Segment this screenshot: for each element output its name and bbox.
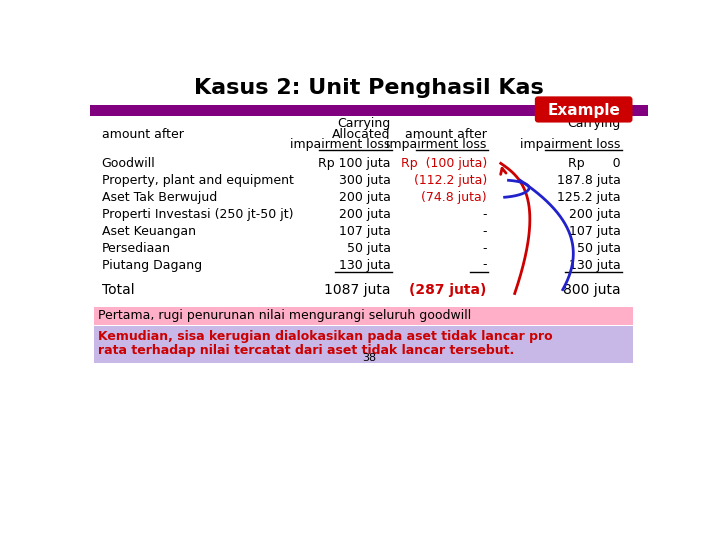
- Text: Property, plant and equipment: Property, plant and equipment: [102, 174, 294, 187]
- Text: Allocated: Allocated: [332, 127, 391, 140]
- Text: -: -: [482, 241, 487, 254]
- Text: 300 juta: 300 juta: [339, 174, 391, 187]
- Text: Goodwill: Goodwill: [102, 157, 156, 170]
- Text: 200 juta: 200 juta: [339, 191, 391, 204]
- Text: Kasus 2: Unit Penghasil Kas: Kasus 2: Unit Penghasil Kas: [194, 78, 544, 98]
- Bar: [90, 105, 648, 116]
- Text: Aset Tak Berwujud: Aset Tak Berwujud: [102, 191, 217, 204]
- Text: Carrying: Carrying: [338, 117, 391, 130]
- Text: 200 juta: 200 juta: [339, 208, 391, 221]
- Text: 187.8 juta: 187.8 juta: [557, 174, 621, 187]
- Text: Carrying: Carrying: [567, 117, 621, 130]
- Text: impairment loss: impairment loss: [290, 138, 391, 151]
- Text: 1087 juta: 1087 juta: [324, 282, 391, 296]
- Text: impairment loss: impairment loss: [521, 138, 621, 151]
- Text: (287 juta): (287 juta): [410, 282, 487, 296]
- Text: Total: Total: [102, 282, 134, 296]
- Text: -: -: [482, 208, 487, 221]
- Text: 800 juta: 800 juta: [563, 282, 621, 296]
- Text: Kemudian, sisa kerugian dialokasikan pada aset tidak lancar pro: Kemudian, sisa kerugian dialokasikan pad…: [98, 330, 552, 343]
- Text: 130 juta: 130 juta: [569, 259, 621, 272]
- FancyBboxPatch shape: [535, 96, 632, 123]
- Bar: [94, 326, 632, 363]
- Text: 50 juta: 50 juta: [347, 241, 391, 254]
- Text: Example: Example: [547, 103, 620, 118]
- Text: -: -: [482, 225, 487, 238]
- Text: 50 juta: 50 juta: [577, 241, 621, 254]
- Text: Rp 100 juta: Rp 100 juta: [318, 157, 391, 170]
- Text: Aset Keuangan: Aset Keuangan: [102, 225, 196, 238]
- Text: (74.8 juta): (74.8 juta): [421, 191, 487, 204]
- Text: 38: 38: [362, 353, 376, 363]
- Text: impairment loss: impairment loss: [387, 138, 487, 151]
- Text: (112.2 juta): (112.2 juta): [413, 174, 487, 187]
- Text: amount after: amount after: [102, 127, 184, 140]
- Text: -: -: [482, 259, 487, 272]
- Text: Persediaan: Persediaan: [102, 241, 171, 254]
- Text: Pertama, rugi penurunan nilai mengurangi seluruh goodwill: Pertama, rugi penurunan nilai mengurangi…: [98, 309, 471, 322]
- Text: 107 juta: 107 juta: [569, 225, 621, 238]
- Text: Rp       0: Rp 0: [568, 157, 621, 170]
- Text: 125.2 juta: 125.2 juta: [557, 191, 621, 204]
- Text: Piutang Dagang: Piutang Dagang: [102, 259, 202, 272]
- Text: 200 juta: 200 juta: [569, 208, 621, 221]
- Text: 107 juta: 107 juta: [339, 225, 391, 238]
- Text: rata terhadap nilai tercatat dari aset tidak lancar tersebut.: rata terhadap nilai tercatat dari aset t…: [98, 344, 514, 357]
- Text: amount after: amount after: [405, 127, 487, 140]
- Text: Properti Investasi (250 jt-50 jt): Properti Investasi (250 jt-50 jt): [102, 208, 293, 221]
- Bar: [94, 307, 632, 325]
- Text: 130 juta: 130 juta: [339, 259, 391, 272]
- Text: Rp  (100 juta): Rp (100 juta): [400, 157, 487, 170]
